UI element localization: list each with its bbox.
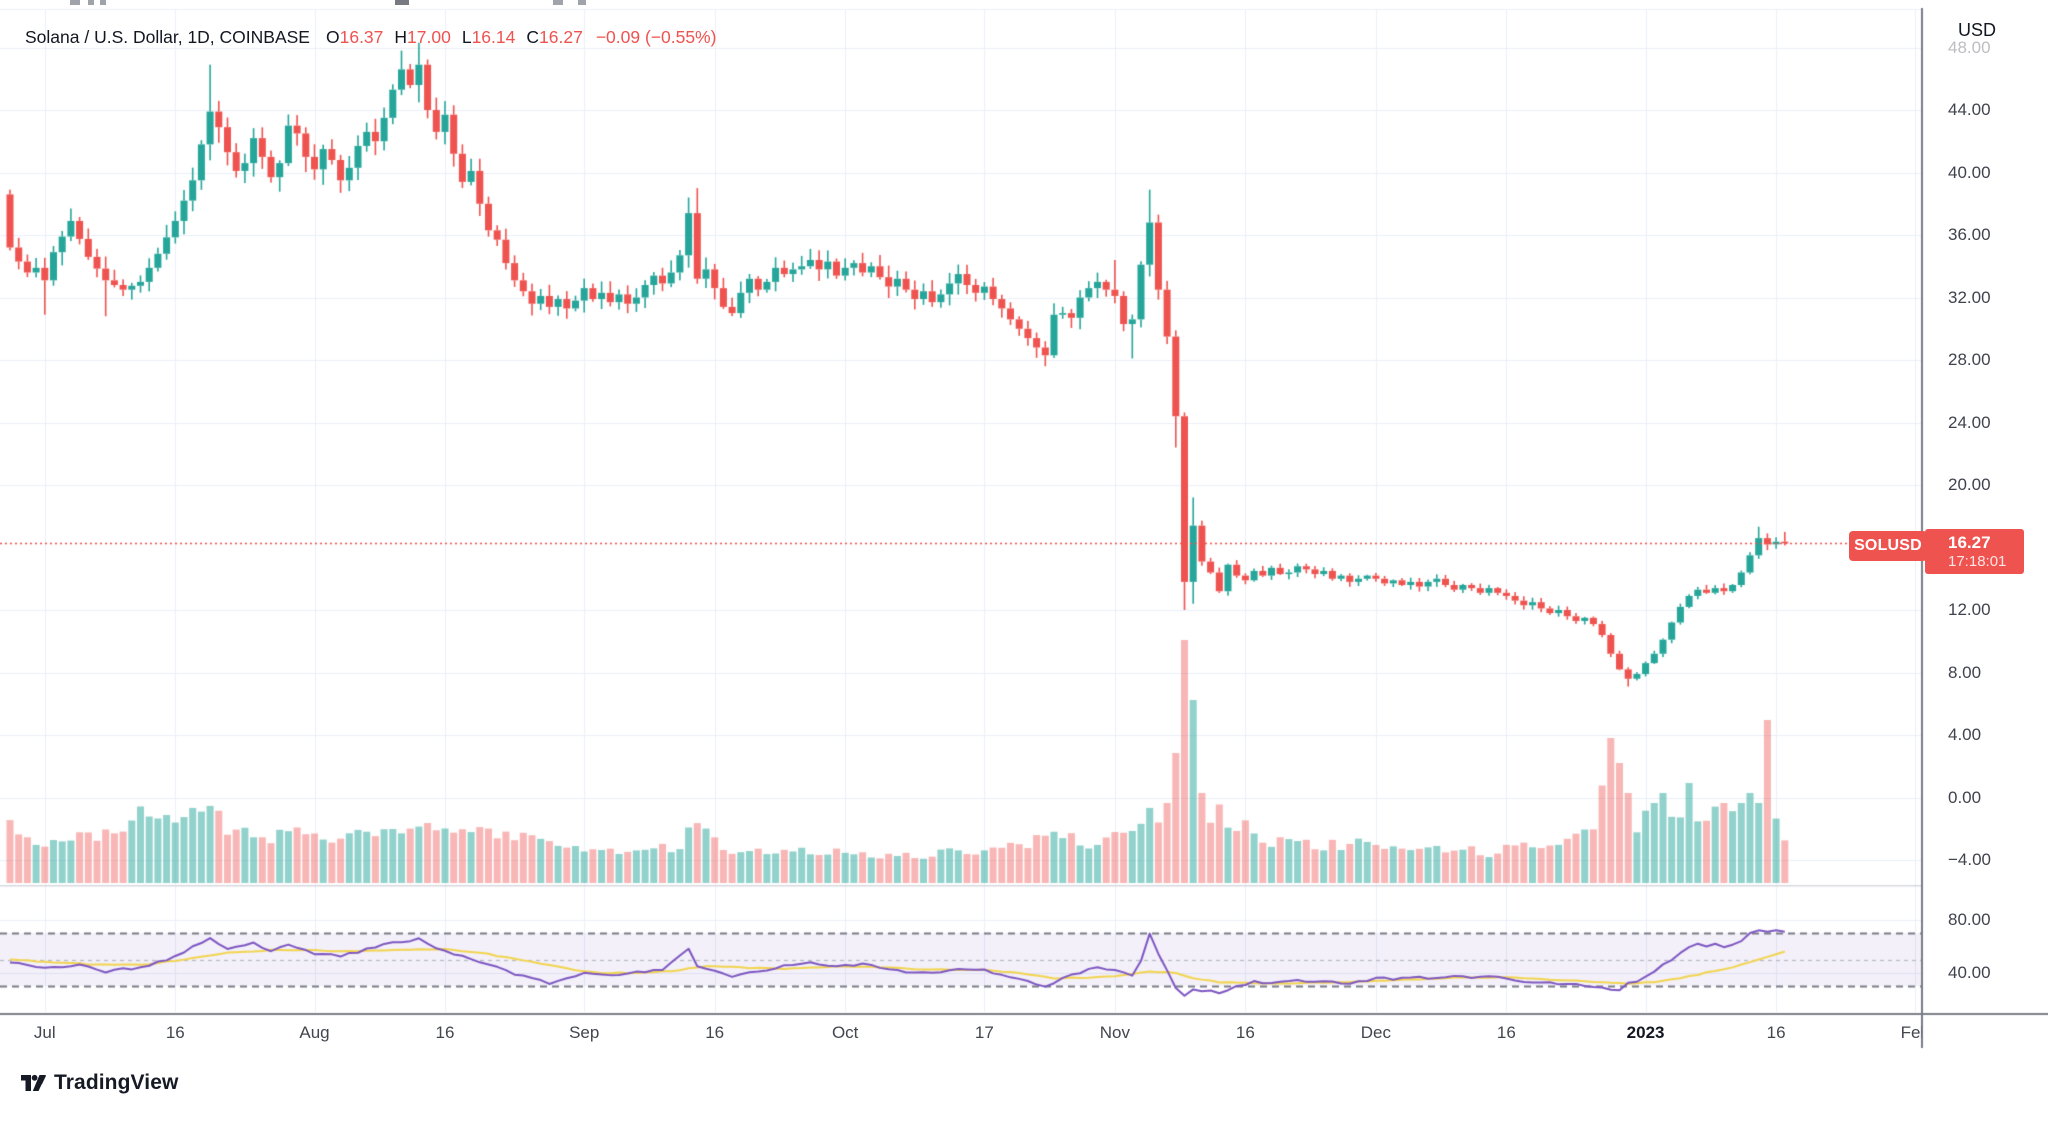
time-tick-label: Nov: [1099, 1023, 1131, 1042]
last-price-value: 16.27: [1948, 533, 1991, 552]
price-tick-label: 44.00: [1948, 100, 1991, 119]
price-tick-label: 40.00: [1948, 162, 1991, 182]
time-tick-label: Jul: [33, 1023, 56, 1042]
tradingview-logo-text: TradingView: [54, 1071, 179, 1094]
price-tick-label: 0.00: [1948, 787, 1982, 807]
symbol-title[interactable]: Solana / U.S. Dollar, 1D, COINBASE: [25, 27, 310, 47]
time-tick-label: Aug: [299, 1023, 330, 1042]
price-axis[interactable]: USD 48.00 44.00 40.00 36.00 32.00 28.00 24.00 2…: [1923, 0, 2048, 1122]
time-tick-label: 16: [1235, 1023, 1255, 1042]
cropped-toolbar-fragment: [578, 0, 586, 5]
price-tick-label: 4.00: [1948, 725, 1982, 744]
price-tick-label: 48.00: [1948, 37, 1991, 57]
cropped-toolbar-fragment: [553, 0, 563, 5]
last-price-countdown: 17:18:01: [1948, 553, 2007, 570]
price-tick-label: 28.00: [1948, 350, 1991, 369]
price-tick-label: −4.00: [1948, 850, 1992, 869]
time-axis[interactable]: Jul 16 Aug 16 Sep 16 Oct 17 Nov 16 Dec 16 2023 16 Feb: [0, 1015, 1922, 1057]
time-tick-label: 16: [1766, 1023, 1786, 1042]
time-tick-label: 16: [435, 1023, 455, 1042]
cropped-toolbar-fragment: [70, 0, 80, 5]
tradingview-mark-icon: [21, 1072, 46, 1094]
price-tick-label: 8.00: [1948, 662, 1982, 682]
price-tick-label: 36.00: [1948, 225, 1991, 244]
price-tick-label: 12.00: [1948, 600, 1991, 619]
rsi-tick-label: 80.00: [1948, 909, 1991, 929]
cropped-toolbar-fragment: [395, 0, 409, 5]
ohlc-open: O16.37: [325, 27, 384, 47]
time-tick-label: Dec: [1360, 1023, 1392, 1042]
time-tick-label: Sep: [569, 1023, 600, 1042]
cropped-toolbar-fragment: [88, 0, 94, 5]
time-tick-label: 16: [165, 1023, 185, 1042]
last-price-symbol-tag: SOLUSD: [1849, 531, 1927, 561]
change-value: −0.09 (−0.55%): [595, 27, 717, 47]
rsi-tick-label: 40.00: [1948, 962, 1991, 982]
time-tick-label: 17: [974, 1023, 994, 1042]
ohlc-close: C16.27: [526, 27, 583, 47]
ohlc-low: L16.14: [461, 27, 516, 47]
price-tick-label: 20.00: [1948, 475, 1991, 494]
tradingview-logo[interactable]: TradingView: [21, 1071, 178, 1095]
price-tick-label: 32.00: [1948, 287, 1991, 307]
price-axis-currency-label: USD: [1958, 20, 1997, 40]
time-tick-label: Oct: [831, 1023, 859, 1042]
chart-legend: Solana / U.S. Dollar, 1D, COINBASE O16.3…: [25, 27, 716, 48]
time-tick-label: 16: [1496, 1023, 1516, 1042]
time-tick-label: 2023: [1626, 1023, 1665, 1042]
time-tick-label: Feb: [1900, 1023, 1922, 1042]
cropped-toolbar-fragment: [100, 0, 106, 5]
price-tick-label: 24.00: [1948, 412, 1991, 432]
last-price-badge: 16.27 17:18:01: [1925, 529, 2024, 574]
ohlc-high: H17.00: [394, 27, 451, 47]
time-tick-label: 16: [705, 1023, 725, 1042]
